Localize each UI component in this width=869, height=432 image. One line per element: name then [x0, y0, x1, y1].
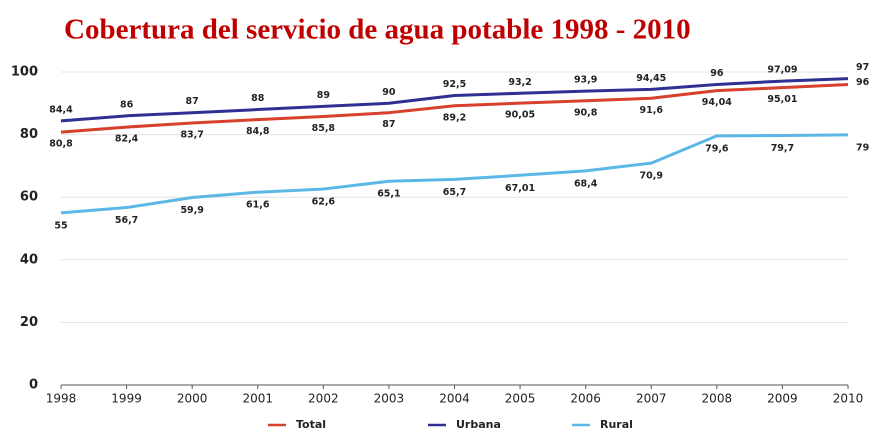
data-label: 87 — [382, 119, 395, 130]
data-label: 55 — [54, 220, 67, 231]
data-label: 86 — [120, 99, 134, 110]
data-label: 90 — [382, 87, 396, 98]
series-line — [60, 77, 849, 123]
data-label: 67,01 — [505, 183, 535, 194]
data-label: 88 — [251, 93, 265, 104]
data-label: 96 — [710, 68, 724, 79]
data-label: 91,6 — [640, 105, 664, 116]
x-tick-label: 2008 — [702, 392, 733, 406]
data-label: 92,5 — [443, 79, 466, 90]
data-label: 87 — [186, 96, 199, 107]
data-label: 84,8 — [246, 126, 270, 137]
data-label: 96 — [856, 77, 869, 88]
data-label: 97,09 — [767, 65, 797, 76]
legend-label: Urbana — [456, 418, 501, 431]
x-tick-label: 2004 — [439, 392, 470, 406]
x-tick-label: 2002 — [308, 392, 339, 406]
x-tick-label: 1998 — [46, 392, 77, 406]
data-label: 85,8 — [312, 123, 336, 134]
data-label: 94,04 — [702, 97, 732, 108]
data-label: 95,01 — [767, 94, 797, 105]
x-tick-label: 2009 — [767, 392, 798, 406]
data-label: 65,1 — [377, 189, 400, 200]
series-line — [60, 83, 849, 134]
chart-title: Cobertura del servicio de agua potable 1… — [64, 14, 691, 46]
data-label: 94,45 — [636, 73, 666, 84]
x-tick-label: 2010 — [833, 392, 864, 406]
x-tick-label: 2005 — [505, 392, 536, 406]
x-tick-label: 2006 — [570, 392, 601, 406]
data-label: 90,05 — [505, 110, 535, 121]
data-label: 84,4 — [49, 104, 73, 115]
y-tick-label: 80 — [20, 127, 38, 142]
data-label: 79,9 — [856, 142, 869, 153]
legend-label: Rural — [600, 418, 633, 431]
x-tick-label: 2001 — [242, 392, 273, 406]
y-tick-label: 20 — [20, 315, 38, 330]
x-tick-label: 2007 — [636, 392, 667, 406]
series-line — [60, 133, 849, 215]
data-label: 89 — [317, 90, 330, 101]
data-label: 93,2 — [508, 77, 531, 88]
data-label: 68,4 — [574, 178, 598, 189]
data-label: 93,9 — [574, 75, 597, 86]
x-tick-label: 1999 — [111, 392, 142, 406]
x-tick-label: 2003 — [374, 392, 405, 406]
y-tick-label: 0 — [29, 378, 38, 393]
data-label: 62,6 — [312, 197, 336, 208]
x-tick-label: 2000 — [177, 392, 208, 406]
legend-label: Total — [296, 418, 326, 431]
data-label: 90,8 — [574, 107, 598, 118]
y-tick-label: 60 — [20, 190, 38, 205]
data-label: 80,8 — [49, 139, 73, 150]
y-tick-label: 40 — [20, 252, 38, 267]
data-label: 79,7 — [771, 143, 794, 154]
data-label: 61,6 — [246, 200, 270, 211]
data-label: 59,9 — [180, 205, 203, 216]
data-label: 70,9 — [640, 171, 663, 182]
data-label: 83,7 — [180, 130, 203, 141]
data-label: 82,4 — [115, 134, 139, 145]
data-label: 56,7 — [115, 215, 138, 226]
data-label: 79,6 — [705, 143, 729, 154]
y-tick-label: 100 — [11, 65, 38, 80]
data-label: 89,2 — [443, 112, 466, 123]
data-label: 97,9 — [856, 62, 869, 73]
data-label: 65,7 — [443, 187, 466, 198]
